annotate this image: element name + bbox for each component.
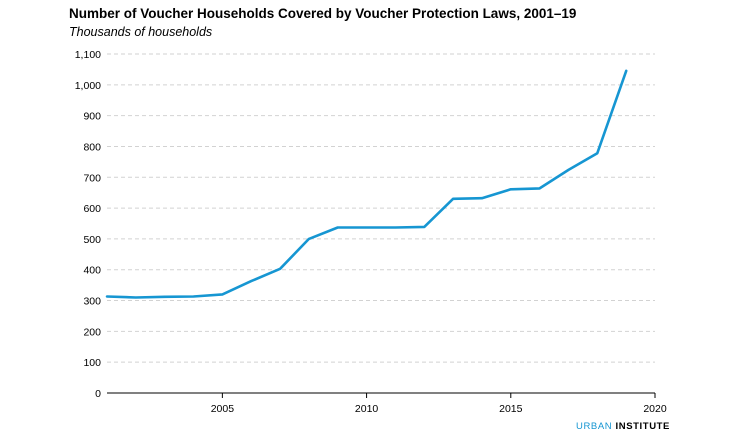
brand-logo: URBAN INSTITUTE [576,421,670,432]
y-tick-label: 200 [83,326,101,338]
series-line [105,69,628,299]
y-axis-ticks: 0 100 200 300 400 500 600 700 800 900 1,000 1,100 [75,49,101,400]
gridlines [107,53,655,363]
y-tick-label: 900 [83,111,101,123]
x-axis-ticks: 2005 2010 2015 2020 [211,393,667,415]
brand-part-1: URBAN [576,421,613,432]
y-tick-label: 600 [83,203,101,215]
y-tick-label: 500 [83,234,101,246]
y-tick-label: 1,100 [75,49,101,61]
brand-part-2: INSTITUTE [615,421,670,432]
y-tick-label: 0 [95,388,101,400]
x-tick-label: 2010 [355,403,379,415]
x-tick-label: 2005 [211,403,235,415]
y-tick-label: 300 [83,296,101,308]
y-tick-label: 100 [83,357,101,369]
x-tick-label: 2015 [499,403,523,415]
y-tick-label: 1,000 [75,80,101,92]
y-tick-label: 800 [83,141,101,153]
chart-subtitle: Thousands of households [69,25,213,39]
x-tick-label: 2020 [643,403,667,415]
y-tick-label: 400 [83,265,101,277]
y-tick-label: 700 [83,172,101,184]
chart-title: Number of Voucher Households Covered by … [69,6,577,21]
